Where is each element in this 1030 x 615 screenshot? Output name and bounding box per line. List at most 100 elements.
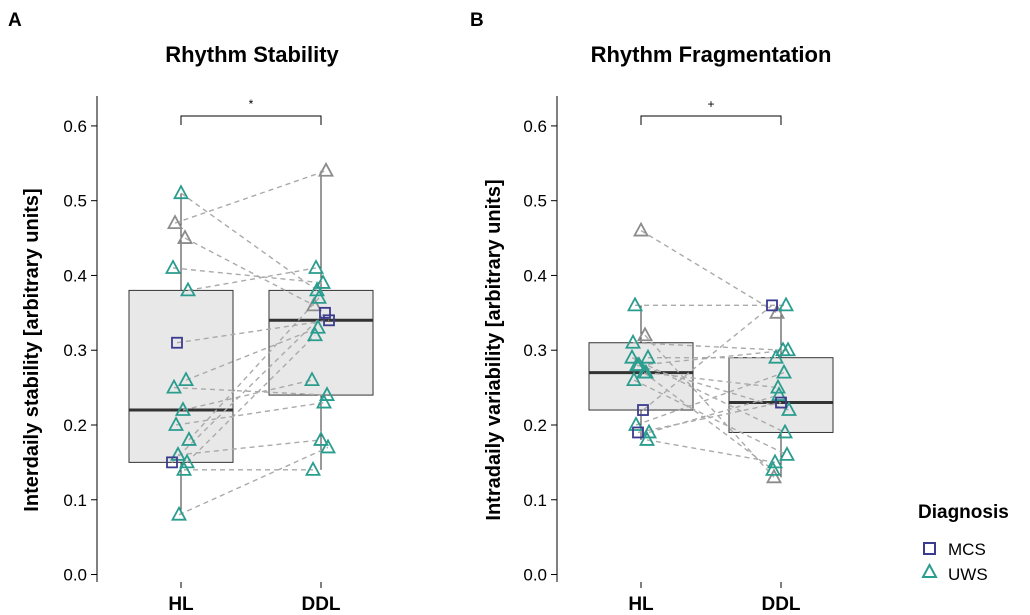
point-a-ddl-9 xyxy=(315,393,333,409)
point-a-hl-7 xyxy=(165,378,183,394)
point-b-ddl-9 xyxy=(775,363,793,379)
point-b-hl-2 xyxy=(636,326,654,342)
pair-line-a-5 xyxy=(176,319,330,344)
point-b-ddl-1 xyxy=(777,296,795,312)
pair-line-b-3 xyxy=(632,342,784,351)
point-a-ddl-13 xyxy=(319,306,331,319)
point-b-hl-13 xyxy=(623,348,641,364)
y-tick-label-a-5: 0.5 xyxy=(63,192,87,211)
panel-a-plot: HL DDL 0.0 0.1 0.2 0.3 0.4 0.5 0.6 * xyxy=(63,96,374,615)
legend: Diagnosis MCS UWS xyxy=(918,502,1009,584)
y-tick-label-a-6: 0.6 xyxy=(63,117,87,136)
y-tick-label-b-1: 0.1 xyxy=(523,491,547,510)
point-b-ddl-14 xyxy=(764,460,782,476)
point-b-hl-12 xyxy=(638,431,656,446)
point-b-ddl-4 xyxy=(767,348,785,364)
significance-bracket-b xyxy=(640,115,782,125)
box-a-0 xyxy=(128,289,234,463)
point-a-hl-1 xyxy=(166,214,184,230)
box-b-1 xyxy=(728,357,834,433)
point-b-ddl-10 xyxy=(770,386,788,401)
point-b-hl-4 xyxy=(639,348,657,364)
pair-line-b-10 xyxy=(648,394,780,434)
point-b-hl-9 xyxy=(627,416,645,431)
point-a-ddl-12 xyxy=(306,326,324,342)
point-b-ddl-8 xyxy=(766,299,778,312)
legend-uws-triangle-icon xyxy=(921,562,938,578)
point-a-hl-14 xyxy=(175,460,193,476)
panel-a-label: A xyxy=(8,10,22,31)
legend-label-mcs: MCS xyxy=(948,540,986,559)
point-a-ddl-8 xyxy=(303,371,321,387)
y-tick-label-b-5: 0.5 xyxy=(523,192,547,211)
panel-a-title: Rhythm Stability xyxy=(165,42,339,67)
pair-line-b-9 xyxy=(635,371,785,426)
panel-b-title: Rhythm Fragmentation xyxy=(591,42,832,67)
point-a-hl-13 xyxy=(166,456,178,469)
point-a-ddl-2 xyxy=(305,296,323,312)
point-a-ddl-15 xyxy=(319,438,337,454)
y-tick-label-b-2: 0.2 xyxy=(523,416,547,435)
panel-b-label: B xyxy=(470,10,484,31)
panel-a-ylabel: Interdaily stability [arbitrary units] xyxy=(21,188,43,511)
pair-line-b-2 xyxy=(644,334,775,478)
point-b-ddl-13 xyxy=(776,423,794,439)
significance-marker-b: + xyxy=(707,97,714,111)
point-b-ddl-6 xyxy=(769,378,787,394)
point-a-hl-0 xyxy=(172,184,190,200)
y-tick-label-a-4: 0.4 xyxy=(63,266,87,285)
point-a-hl-9 xyxy=(167,416,185,431)
y-tick-label-b-0: 0.0 xyxy=(523,566,547,585)
pair-line-a-4 xyxy=(187,267,317,292)
pair-line-b-13 xyxy=(631,357,786,434)
pair-line-a-2 xyxy=(184,237,315,306)
y-tick-label-b-4: 0.4 xyxy=(523,266,547,285)
x-tick-label-b-1: DDL xyxy=(761,594,800,615)
box-a-1 xyxy=(268,289,374,396)
y-tick-label-b-6: 0.6 xyxy=(523,117,547,136)
point-b-ddl-11 xyxy=(775,396,787,409)
point-b-hl-11 xyxy=(632,426,644,439)
point-a-hl-11 xyxy=(169,446,187,461)
pair-line-a-11 xyxy=(177,439,322,456)
point-a-ddl-1 xyxy=(317,161,335,177)
legend-title: Diagnosis xyxy=(918,502,1009,523)
pair-line-a-3 xyxy=(172,267,324,284)
point-a-hl-15 xyxy=(170,505,188,521)
pair-line-b-11 xyxy=(637,401,782,434)
point-a-hl-8 xyxy=(174,401,192,416)
panel-b-plot: HL DDL 0.0 0.1 0.2 0.3 0.4 0.5 0.6 + xyxy=(523,96,834,615)
pair-line-b-0 xyxy=(640,229,778,314)
point-a-ddl-4 xyxy=(307,259,325,274)
pair-line-a-15 xyxy=(178,446,329,516)
legend-label-uws: UWS xyxy=(948,565,988,584)
point-b-hl-7 xyxy=(625,371,643,387)
point-b-ddl-0 xyxy=(768,303,786,319)
legend-mcs-square-icon xyxy=(923,542,936,555)
point-a-ddl-3 xyxy=(314,274,332,289)
point-b-ddl-5 xyxy=(780,401,798,416)
pair-line-a-9 xyxy=(175,401,325,426)
point-a-ddl-5 xyxy=(323,314,335,327)
pair-line-a-0 xyxy=(180,192,318,291)
point-b-ddl-2 xyxy=(765,468,783,484)
pair-line-a-8 xyxy=(182,379,313,411)
pair-line-b-8 xyxy=(642,304,773,411)
y-tick-label-a-0: 0.0 xyxy=(63,566,87,585)
point-b-hl-8 xyxy=(637,404,649,416)
y-tick-label-a-2: 0.2 xyxy=(63,416,87,435)
point-b-hl-15 xyxy=(630,356,648,372)
pair-line-b-15 xyxy=(638,349,789,366)
point-b-ddl-15 xyxy=(779,341,797,357)
point-a-ddl-11 xyxy=(312,431,330,446)
point-b-hl-3 xyxy=(624,333,642,349)
y-tick-label-a-1: 0.1 xyxy=(63,491,87,510)
y-tick-label-a-3: 0.3 xyxy=(63,341,87,360)
x-tick-label-a-0: HL xyxy=(168,594,194,615)
y-tick-label-b-3: 0.3 xyxy=(523,341,547,360)
pair-line-b-12 xyxy=(646,439,776,464)
point-a-ddl-14 xyxy=(304,460,322,476)
pair-line-a-12 xyxy=(186,334,316,463)
point-a-hl-5 xyxy=(171,336,183,349)
